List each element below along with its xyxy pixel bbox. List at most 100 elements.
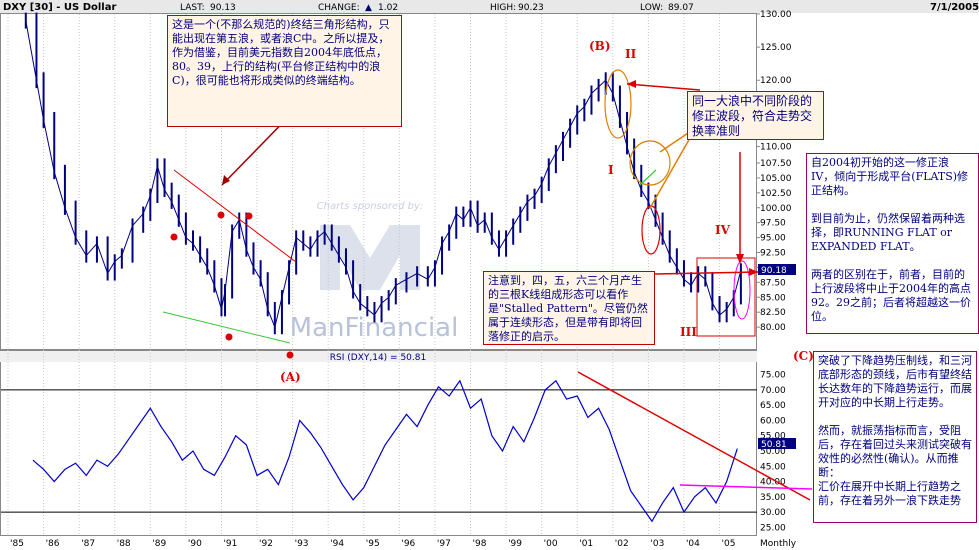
rsi-last-value: 50.81 bbox=[761, 440, 787, 450]
rsi-neckline bbox=[679, 484, 813, 490]
price-connector bbox=[505, 225, 514, 238]
time-axis: '85 '86 '87 '88 '89 '90 '91 '92 '93 '94 '95 '96 '97 '… bbox=[10, 539, 735, 549]
price-connector bbox=[367, 308, 375, 316]
year-tick-label: '05 bbox=[722, 539, 736, 549]
year-tick-label: '92 bbox=[259, 539, 273, 549]
rsi-line bbox=[32, 379, 738, 523]
year-tick-label: '96 bbox=[401, 539, 415, 549]
price-connector bbox=[25, 20, 37, 81]
price-connector bbox=[583, 93, 592, 107]
wave-label-b: (B) bbox=[589, 39, 611, 53]
year-tick-label: '00 bbox=[544, 539, 558, 549]
price-connector bbox=[267, 308, 276, 328]
year-tick-label: '97 bbox=[437, 539, 451, 549]
price-connector bbox=[619, 119, 628, 147]
rsi-tick-label: 50.00 bbox=[760, 447, 786, 457]
annotation-breakout: 突破了下降趋势压制线，和三河底部形态的颈线，后市有望终结长达数年的下降趋势运行，… bbox=[813, 351, 977, 523]
price-connector bbox=[132, 213, 144, 226]
price-connector bbox=[324, 231, 333, 244]
price-connector bbox=[662, 237, 671, 256]
price-connector bbox=[53, 171, 66, 208]
correction-arrow bbox=[649, 137, 691, 209]
price-connector bbox=[220, 291, 226, 310]
price-connector bbox=[591, 86, 599, 94]
price-connector bbox=[519, 201, 528, 214]
price-connector bbox=[288, 237, 297, 268]
change-label: CHANGE: bbox=[318, 3, 360, 13]
price-connector bbox=[85, 243, 98, 256]
price-connector bbox=[185, 237, 194, 244]
change-value: 1.02 bbox=[378, 3, 398, 13]
price-tick-label: 80.00 bbox=[760, 323, 786, 333]
price-tick-label: 130.00 bbox=[760, 10, 792, 20]
wave-label-iv: IV bbox=[715, 223, 731, 237]
triangle-lower-trendline bbox=[162, 311, 291, 344]
price-connector bbox=[317, 231, 325, 238]
price-tick-label: 97.50 bbox=[760, 219, 786, 229]
price-connector bbox=[498, 237, 507, 250]
last-value: 90.13 bbox=[210, 3, 236, 13]
arrow-head-icon bbox=[736, 254, 744, 264]
price-connector bbox=[35, 80, 45, 121]
header-bar bbox=[0, 0, 979, 13]
price-connector bbox=[345, 267, 354, 292]
price-tick-label: 102.50 bbox=[760, 189, 792, 199]
price-connector bbox=[669, 255, 678, 268]
price-connector bbox=[281, 267, 290, 298]
price-connector bbox=[309, 237, 318, 250]
price-connector bbox=[206, 267, 215, 286]
price-connector bbox=[178, 219, 187, 238]
rsi-tick-label: 55.00 bbox=[760, 432, 786, 442]
price-connector bbox=[156, 165, 166, 190]
year-tick-label: '86 bbox=[46, 539, 60, 549]
price-connector bbox=[395, 278, 407, 286]
high-label: HIGH: bbox=[490, 3, 516, 13]
price-connector bbox=[192, 243, 201, 256]
wave-label-a: (A) bbox=[280, 370, 301, 384]
price-tick-label: 82.50 bbox=[760, 308, 786, 318]
annotation-triangle: 这是一个(不那么规范的)终结三角形结构，只能出现在第五浪，或者浪C中。之所以提及… bbox=[167, 15, 402, 127]
price-connector bbox=[331, 243, 340, 256]
price-panel-frame bbox=[0, 13, 757, 350]
pivot-marker bbox=[225, 333, 233, 341]
price-tick-label: 92.50 bbox=[760, 249, 786, 259]
price-connector bbox=[388, 285, 397, 298]
price-connector bbox=[64, 207, 77, 238]
annotation-flats: 自2004初开始的这一修正浪 IV，倾向于形成平台(FLATS)修正结构。 到目… bbox=[806, 153, 979, 334]
price-last-tag bbox=[758, 264, 796, 275]
rsi-tick-label: 30.00 bbox=[760, 508, 786, 518]
price-connector bbox=[149, 165, 158, 196]
price-connector bbox=[441, 231, 450, 244]
rsi-series bbox=[32, 379, 738, 523]
price-connector bbox=[569, 113, 578, 127]
year-tick-label: '89 bbox=[152, 539, 166, 549]
annotation-correction: 同一大浪中不同阶段的修正波段，符合走势交换率准则 bbox=[687, 91, 824, 140]
price-tick-label: 95.00 bbox=[760, 234, 786, 244]
year-tick-label: '98 bbox=[473, 539, 487, 549]
rsi-tick-label: 75.00 bbox=[760, 371, 786, 381]
price-connector bbox=[374, 302, 382, 316]
rsi-tick-label: 45.00 bbox=[760, 462, 786, 472]
price-connector bbox=[491, 237, 500, 250]
rsi-tick-label: 40.00 bbox=[760, 478, 786, 488]
header-date: 7/1/2005 bbox=[930, 2, 979, 13]
price-connector bbox=[274, 297, 283, 328]
price-connector bbox=[406, 272, 418, 280]
price-tick-label: 107.50 bbox=[760, 159, 792, 169]
price-connector bbox=[640, 189, 649, 203]
price-connector bbox=[352, 291, 361, 304]
price-connector bbox=[704, 279, 713, 304]
rsi-tick-label: 35.00 bbox=[760, 493, 786, 503]
highlight-ellipse-wave-i bbox=[629, 140, 671, 186]
price-connector bbox=[238, 219, 247, 250]
price-connector bbox=[231, 219, 240, 232]
rsi-title: RSI (DXY,14) = 50.81 bbox=[330, 353, 426, 363]
wave-label-iii: III bbox=[680, 325, 697, 339]
price-connector bbox=[107, 261, 116, 274]
price-connector bbox=[534, 183, 543, 197]
price-connector bbox=[434, 243, 443, 268]
price-connector bbox=[462, 207, 471, 220]
year-tick-label: '95 bbox=[366, 539, 380, 549]
price-series bbox=[24, 12, 742, 335]
price-tick-label: 85.00 bbox=[760, 293, 786, 303]
